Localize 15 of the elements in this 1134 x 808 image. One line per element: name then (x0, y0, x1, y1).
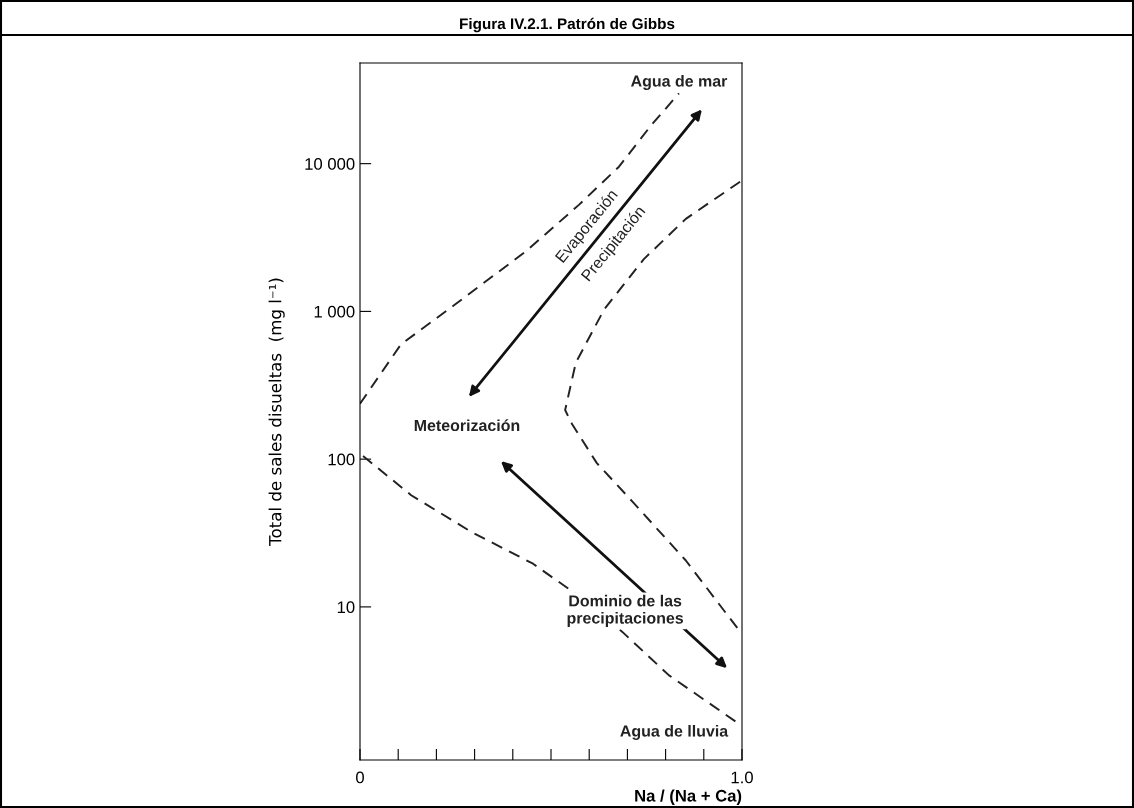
y-tick-label: 100 (328, 453, 355, 466)
y-axis-title: Total de sales disueltas (mg l⁻¹) (268, 278, 285, 546)
x-tick-label: 1.0 (731, 771, 753, 784)
y-tick-label: 1 000 (314, 305, 355, 318)
y-tick-label: 10 000 (305, 158, 355, 170)
annotation: Agua de lluvia (620, 724, 729, 740)
line-series (360, 92, 680, 405)
annotation: Agua de mar (631, 75, 728, 90)
x-tick-label: 0 (356, 771, 364, 784)
y-tick-label: 10 (337, 601, 355, 614)
line-series (362, 455, 737, 723)
annotation: Dominio de las precipitaciones (567, 594, 684, 627)
x-axis-title: Na / (Na + Ca) (635, 789, 742, 805)
annotation: Meteorización (414, 419, 520, 432)
chart-title: Figura IV.2.1. Patrón de Gibbs (460, 17, 675, 33)
